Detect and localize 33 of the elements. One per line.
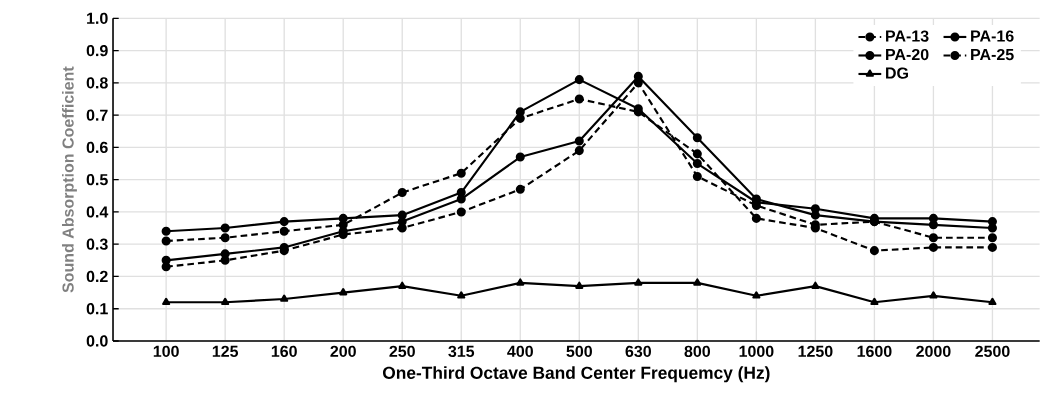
x-tick-label: 160 (271, 345, 297, 358)
legend-label: DG (886, 67, 908, 79)
x-tick-label: 2000 (916, 345, 951, 358)
y-tick-label: 0.2 (86, 270, 108, 283)
x-axis-title: One-Third Octave Band Center Frequemcy (Hz) (382, 366, 770, 383)
legend-label: PA-20 (886, 48, 929, 61)
y-tick-label: 0.6 (86, 141, 108, 154)
y-tick-label: 0.9 (86, 44, 108, 57)
x-tick-label: 1000 (739, 345, 774, 358)
x-tick-label: 500 (566, 345, 592, 358)
y-tick-label: 0.3 (86, 238, 108, 250)
x-tick-label: 800 (684, 345, 711, 358)
x-tick-label: 1600 (857, 345, 892, 358)
y-tick-label: 0.8 (86, 77, 108, 89)
y-tick-label: 0.0 (86, 335, 108, 347)
x-tick-label: 315 (448, 345, 475, 358)
x-tick-label: 630 (625, 345, 651, 358)
y-tick-label: 0.5 (86, 174, 108, 186)
y-tick-label: 0.7 (86, 109, 108, 121)
y-tick-label: 0.1 (86, 303, 108, 315)
legend-label: PA-25 (971, 48, 1014, 61)
x-tick-label: 200 (330, 345, 356, 358)
x-tick-label: 400 (507, 345, 533, 358)
legend-label: PA-13 (886, 30, 929, 42)
x-tick-label: 250 (389, 345, 415, 358)
x-tick-label: 100 (153, 345, 179, 358)
x-tick-label: 1250 (798, 345, 833, 358)
legend-label: PA-16 (971, 30, 1014, 42)
x-tick-label: 125 (212, 345, 239, 358)
y-tick-label: 0.4 (86, 206, 109, 218)
x-tick-label: 2500 (975, 345, 1010, 358)
y-tick-label: 1.0 (87, 12, 108, 24)
y-axis-title: Sound Absorption Coefficient (62, 66, 77, 293)
